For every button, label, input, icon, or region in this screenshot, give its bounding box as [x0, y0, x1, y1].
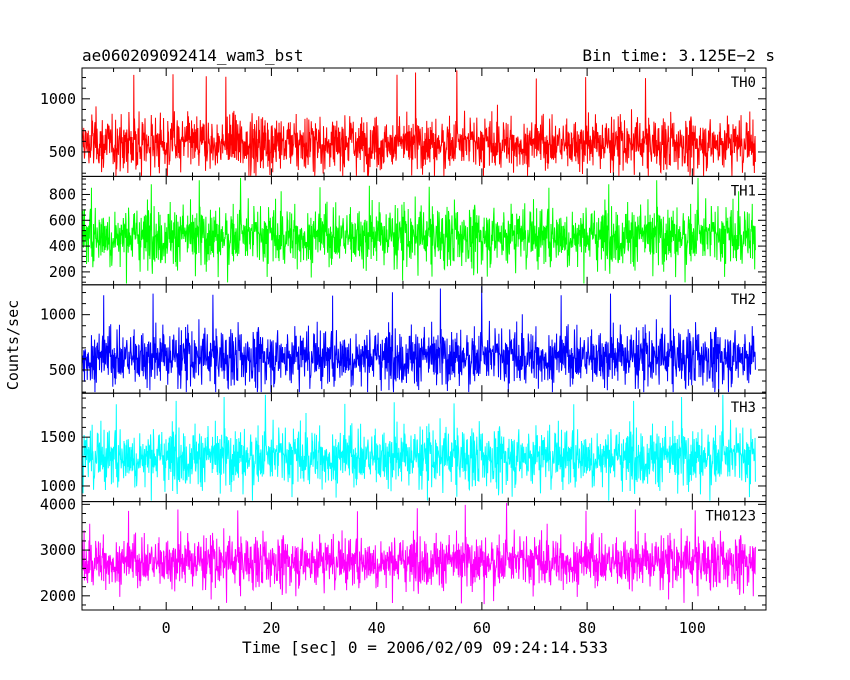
y-tick-label: 1000 [40, 477, 76, 495]
panel-th1: 200 400 600 800 TH1 [49, 175, 767, 286]
series-label-th0: TH0 [731, 75, 756, 91]
x-tick-labels: 0 20 40 60 80 100 [162, 619, 706, 637]
series-label-th2: TH2 [731, 292, 756, 308]
y-tick-label: 1000 [40, 90, 76, 108]
y-tick-label: 2000 [40, 587, 76, 605]
series-line-th0 [81, 70, 756, 176]
panel-th3: 1000 1500 TH3 [40, 392, 767, 503]
y-tick-label: 1500 [40, 428, 76, 446]
x-tick-label: 60 [473, 619, 491, 637]
x-tick-label: 80 [578, 619, 596, 637]
series-line-th0123 [81, 502, 756, 605]
series-line-th2 [81, 286, 756, 393]
y-tick-label: 1000 [40, 306, 76, 324]
y-tick-label: 500 [49, 361, 76, 379]
y-tick-label: 200 [49, 263, 76, 281]
y-axis-label: Counts/sec [4, 300, 22, 390]
x-tick-label: 0 [162, 619, 171, 637]
panel-th0123: 2000 3000 4000 TH0123 [40, 495, 767, 611]
y-tick-label: 500 [49, 143, 76, 161]
plot-title: ae060209092414_wam3_bst [82, 46, 304, 65]
x-axis-label: Time [sec] 0 = 2006/02/09 09:24:14.533 [242, 638, 608, 657]
y-tick-label: 3000 [40, 541, 76, 559]
panel-th2: 500 1000 TH2 [40, 284, 767, 394]
y-tick-label: 600 [49, 211, 76, 229]
y-tick-label: 800 [49, 185, 76, 203]
bin-time-label: Bin time: 3.125E−2 s [582, 46, 775, 65]
series-line-th1 [81, 177, 756, 284]
series-label-th0123: TH0123 [705, 509, 756, 525]
x-tick-label: 40 [368, 619, 386, 637]
x-tick-label: 100 [679, 619, 706, 637]
panel-frame [81, 501, 767, 611]
y-tick-label: 400 [49, 237, 76, 255]
series-label-th3: TH3 [731, 400, 756, 416]
series-line-th3 [81, 394, 756, 501]
x-tick-label: 20 [262, 619, 280, 637]
y-tick-label: 4000 [40, 495, 76, 513]
series-label-th1: TH1 [731, 183, 756, 199]
